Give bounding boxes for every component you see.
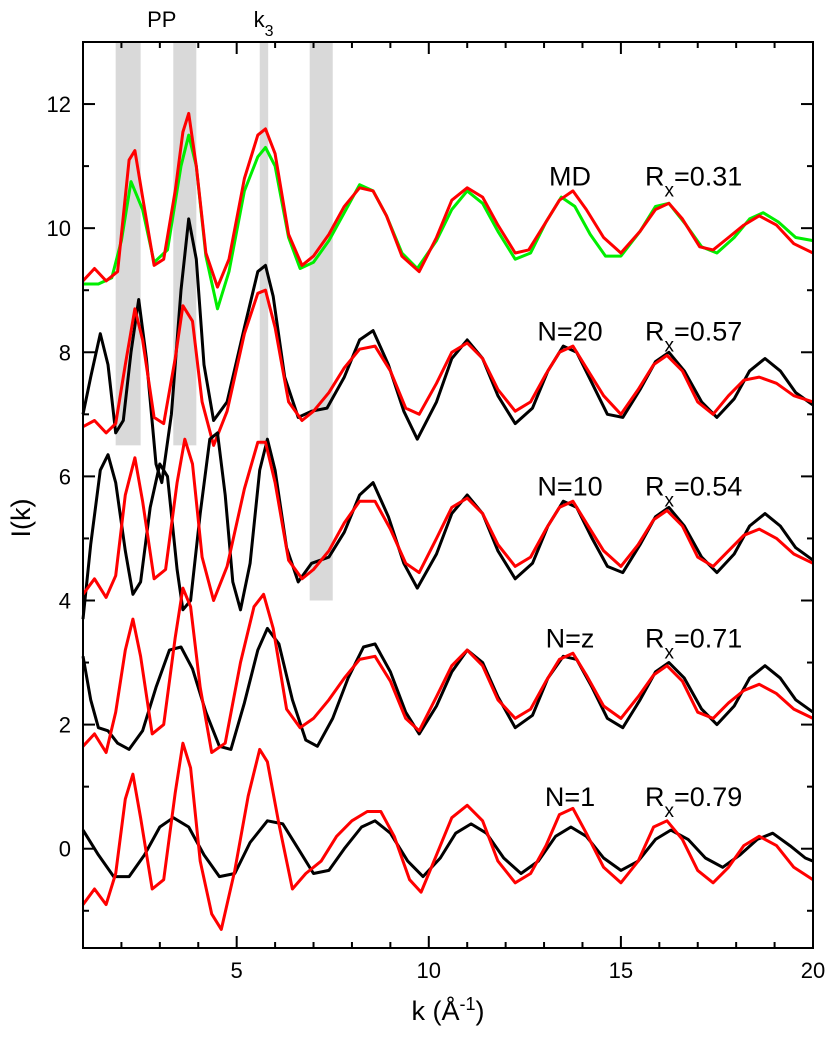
series-name-n-z: N=z bbox=[546, 624, 595, 654]
x-axis-title-sup: -1 bbox=[460, 994, 476, 1014]
experiment-curve-n-10 bbox=[81, 437, 814, 602]
r-factor-n-1: Rx=0.79 bbox=[645, 782, 742, 822]
series-name-n-1: N=1 bbox=[545, 782, 595, 812]
model-curve-n-z bbox=[81, 626, 814, 751]
r-factor-sub: x bbox=[665, 335, 675, 356]
r-factor-value: =0.54 bbox=[674, 472, 742, 502]
x-tick-label: 15 bbox=[609, 958, 633, 983]
y-tick-label: 10 bbox=[47, 216, 71, 241]
y-tick-label: 8 bbox=[59, 340, 71, 365]
series-name-n-20: N=20 bbox=[537, 317, 602, 347]
r-factor-value: =0.79 bbox=[674, 782, 742, 812]
y-tick-label: 2 bbox=[59, 713, 71, 738]
r-factor-sub: x bbox=[665, 642, 675, 663]
x-tick-label: 5 bbox=[231, 958, 243, 983]
shaded-band-3 bbox=[259, 42, 269, 446]
x-axis-title: k (Å-1) bbox=[411, 994, 484, 1026]
y-tick-label: 12 bbox=[47, 92, 71, 117]
y-tick-label: 0 bbox=[59, 837, 71, 862]
r-factor-n-20: Rx=0.57 bbox=[645, 317, 742, 357]
k3-label: k3 bbox=[254, 7, 274, 40]
x-axis-title-tail: ) bbox=[476, 996, 485, 1026]
r-factor-sub: x bbox=[665, 490, 675, 511]
series-labels: MD Rx=0.31N=20 Rx=0.57N=10 Rx=0.54N=z Rx=0.7… bbox=[537, 161, 742, 821]
k3-label-main: k bbox=[254, 7, 266, 32]
r-factor-md: Rx=0.31 bbox=[645, 161, 742, 201]
series-name-n-10: N=10 bbox=[537, 472, 602, 502]
r-factor-n-10: Rx=0.54 bbox=[645, 472, 742, 512]
pp-label: PP bbox=[147, 7, 176, 32]
y-tick-label: 4 bbox=[59, 588, 71, 613]
r-factor-main: R bbox=[645, 317, 665, 347]
r-factor-value: =0.57 bbox=[674, 317, 742, 347]
x-tick-label: 10 bbox=[417, 958, 441, 983]
r-factor-main: R bbox=[645, 624, 665, 654]
experiment-curve-md bbox=[81, 111, 814, 289]
r-factor-sub: x bbox=[665, 180, 675, 201]
r-factor-n-z: Rx=0.71 bbox=[645, 624, 742, 664]
x-tick-label: 20 bbox=[801, 958, 825, 983]
experiment-curve-n-z bbox=[81, 586, 814, 754]
experiment-curve-n-1 bbox=[81, 741, 814, 931]
k3-label-sub: 3 bbox=[265, 23, 274, 40]
plot-frame bbox=[82, 41, 814, 949]
curves bbox=[81, 111, 814, 931]
series-name-md: MD bbox=[549, 161, 591, 191]
axes: 5 10 15 20 0 2 4 6 8 10 12 PP k3 bbox=[47, 7, 826, 983]
experiment-curve-n-20 bbox=[82, 288, 814, 447]
r-factor-main: R bbox=[645, 472, 665, 502]
shaded-band-4 bbox=[309, 42, 333, 601]
y-axis-title: I(k) bbox=[6, 499, 36, 538]
r-factor-sub: x bbox=[665, 800, 675, 821]
x-axis-title-main: k (Å bbox=[411, 995, 459, 1026]
r-factor-main: R bbox=[645, 782, 665, 812]
r-factor-value: =0.31 bbox=[674, 161, 742, 191]
r-factor-main: R bbox=[645, 161, 665, 191]
r-factor-value: =0.71 bbox=[674, 624, 742, 654]
y-tick-label: 6 bbox=[59, 464, 71, 489]
